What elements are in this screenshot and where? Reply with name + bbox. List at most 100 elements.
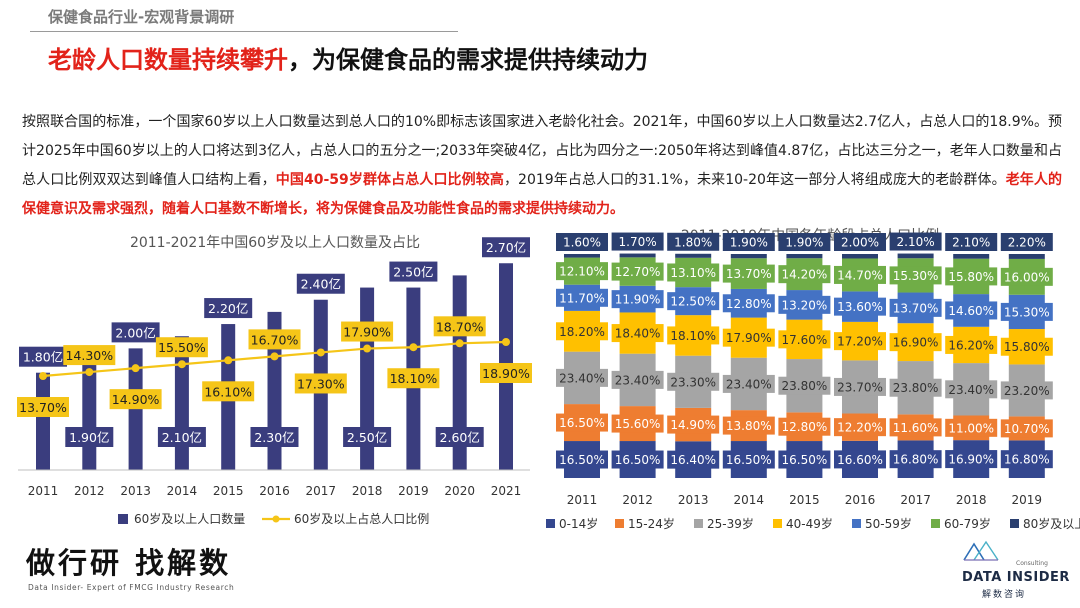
ratio-value-label-bg (155, 337, 208, 358)
stack-value-label: 11.00% (948, 421, 994, 435)
stack-label-bg (778, 295, 831, 314)
chart1-title: 2011-2021年中国60岁及以上人口数量及占比 (130, 235, 420, 251)
stack-value-label: 12.80% (726, 297, 772, 311)
ratio-value-label: 13.70% (17, 397, 69, 417)
stack-value-label: 12.10% (559, 265, 605, 279)
ratio-point (85, 368, 94, 377)
stack-segment (730, 254, 767, 259)
ratio-value-label-text: 14.30% (65, 348, 113, 363)
stack-label-bg (1000, 381, 1053, 400)
stack-value-label: 15.30% (893, 269, 939, 283)
bar-value-label: 2.00亿 (111, 322, 160, 343)
stack-value-label: 23.80% (782, 379, 828, 393)
bar-value-label: 2.40亿 (296, 273, 345, 294)
stack-label-bg (945, 233, 998, 251)
ratio-point (316, 348, 325, 357)
bar-value-label-text: 2.10亿 (162, 430, 202, 445)
ratio-value-label-text: 17.30% (297, 376, 345, 391)
bar-value-label-text: 1.90亿 (69, 430, 109, 445)
bar-value-label-bg (250, 427, 299, 447)
stack-label-bg (889, 378, 942, 397)
stack-label-bg (834, 265, 886, 284)
stack-segment (564, 254, 600, 258)
ratio-point (177, 360, 186, 369)
paragraph-text-1: 按照联合国的标准，一个国家60岁以上人口数量达到总人口的10%即标志该国家进入老… (22, 114, 1062, 188)
stack-value-label: 16.00% (1004, 270, 1050, 284)
header-rule (30, 31, 458, 32)
ratio-value-label-bg (480, 363, 532, 383)
stack-label-bg (945, 418, 998, 437)
x-tick-label: 2014 (734, 493, 765, 507)
stack-label-bg (1000, 267, 1053, 286)
stack-label-bg (834, 332, 886, 351)
x-tick-label: 2018 (352, 484, 383, 498)
stack-value-label: 16.20% (948, 338, 994, 352)
ratio-value-label-text: 14.90% (112, 392, 160, 407)
stack-value-label: 17.20% (837, 335, 883, 349)
stack-label-bg (834, 233, 886, 251)
stack-label-bg (722, 233, 775, 251)
bar-value-label-bg (157, 427, 206, 447)
stack-value-label: 14.70% (837, 268, 883, 282)
logo-name: DATA INSIDER (962, 570, 1070, 585)
stack-label-bg (778, 417, 831, 436)
stack-label-bg (556, 322, 608, 341)
elderly-population-chart: 2011-2021年中国60岁及以上人口数量及占比 2011 2012 2013 201… (17, 235, 532, 526)
x-tick-label: 2012 (74, 484, 105, 498)
stack-segment (619, 253, 656, 258)
stack-value-label: 16.50% (615, 453, 661, 467)
ratio-point (39, 372, 47, 380)
stack-label-bg (722, 416, 775, 435)
stack-value-label: 13.80% (726, 419, 772, 433)
bar-value-label-bg (482, 237, 530, 258)
bar-value-label: 1.90亿 (65, 427, 114, 447)
stack-label-bg (722, 374, 775, 393)
stack-label-bg (889, 450, 942, 469)
stack-value-label: 11.60% (893, 421, 939, 435)
x-tick-label: 2015 (213, 484, 244, 498)
stack-segment (1008, 254, 1045, 259)
ratio-value-label: 17.90% (341, 321, 394, 342)
stack-label-bg (556, 450, 608, 469)
stack-label-bg (556, 233, 608, 251)
bar (128, 348, 143, 470)
stack-label-bg (778, 376, 831, 395)
stack-value-label: 16.50% (726, 453, 772, 467)
stack-value-label: 16.80% (1004, 453, 1050, 467)
x-tick-label: 2017 (900, 493, 931, 507)
bar-value-label: 2.20亿 (204, 298, 253, 319)
ratio-value-label: 14.30% (63, 345, 116, 366)
legend-label: 25-39岁 (707, 516, 754, 531)
stack-value-label: 18.10% (670, 329, 716, 343)
bar-value-label-text: 2.50亿 (393, 265, 433, 280)
stack-label-bg (611, 290, 664, 309)
stack-value-label: 16.80% (893, 453, 939, 467)
stack-label-bg (834, 297, 886, 316)
ratio-value-label-text: 18.90% (482, 366, 530, 381)
stack-value-label: 13.10% (670, 266, 716, 280)
ratio-value-label-bg (63, 345, 116, 366)
stack-value-label: 15.80% (1004, 340, 1050, 354)
bar-value-label-bg (389, 261, 438, 282)
stack-label-bg (945, 301, 998, 320)
stack-value-label: 14.20% (782, 268, 828, 282)
bar-value-label: 2.70亿 (482, 237, 530, 258)
data-insider-logo-icon (963, 540, 999, 561)
stack-label-bg (722, 450, 775, 469)
ratio-value-label-bg (17, 397, 69, 417)
stack-value-label: 13.20% (782, 298, 828, 312)
ratio-point (455, 339, 464, 348)
stack-label-bg (611, 324, 664, 343)
stack-value-label: 15.80% (948, 270, 994, 284)
stack-value-label: 23.20% (1004, 384, 1050, 398)
stack-label-bg (667, 372, 720, 391)
legend-label: 15-24岁 (628, 516, 675, 531)
stack-value-label: 2.10% (952, 236, 990, 250)
ratio-value-label-text: 13.70% (19, 400, 67, 415)
bar-value-label-text: 2.00亿 (115, 325, 155, 340)
stack-label-bg (556, 262, 608, 281)
stack-value-label: 15.30% (1004, 305, 1050, 319)
ratio-value-label: 16.10% (202, 381, 255, 402)
stack-label-bg (611, 370, 664, 389)
paragraph-highlight-2: 老年人的保健意识及需求强烈，随着人口基数不断增长，将为保健食品及功能性食品的需求… (22, 172, 1063, 217)
